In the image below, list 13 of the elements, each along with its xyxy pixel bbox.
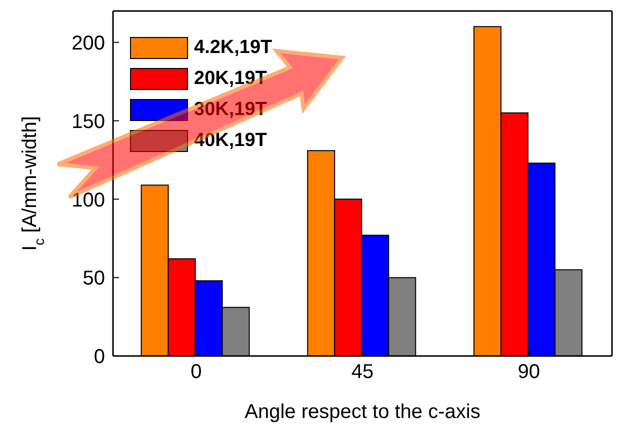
legend-label: 40K,19T: [194, 130, 267, 152]
x-tick-label: 0: [190, 361, 202, 384]
y-tick-label: 0: [94, 346, 105, 368]
y-tick-label: 100: [72, 189, 105, 212]
legend-label: 4.2K,19T: [194, 36, 272, 58]
y-tick-label: 150: [72, 110, 105, 133]
y-tick-label: 50: [82, 268, 105, 290]
legend-label: 20K,19T: [194, 68, 267, 90]
x-tick-label: 90: [518, 361, 540, 384]
y-tick-label: 200: [72, 32, 105, 54]
x-tick-label: 45: [351, 361, 374, 384]
legend-label: 30K,19T: [194, 98, 267, 120]
x-axis-title: Angle respect to the c-axis: [244, 401, 480, 423]
